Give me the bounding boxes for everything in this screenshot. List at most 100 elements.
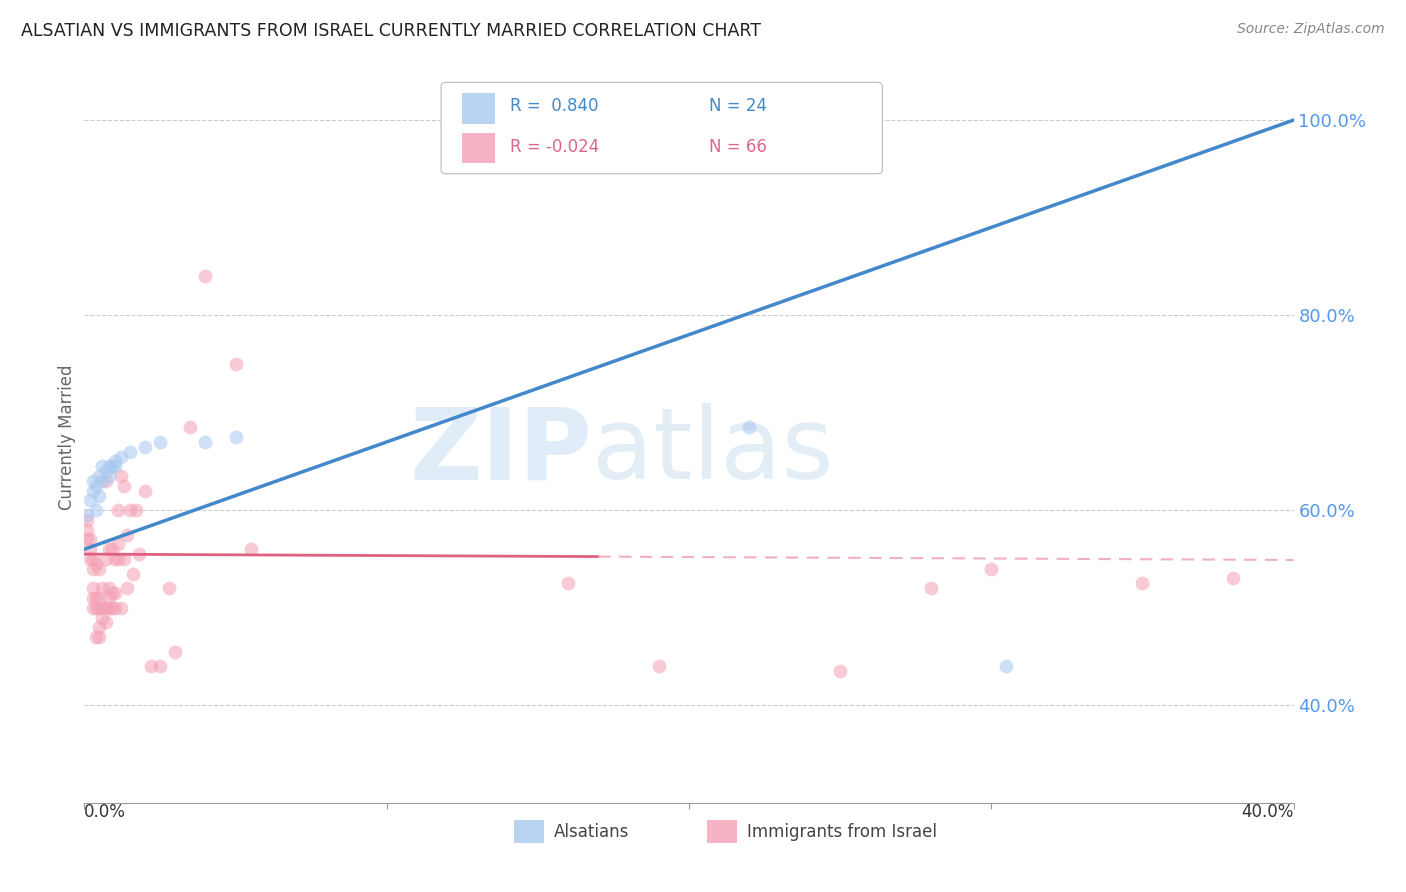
Point	[121, 566, 143, 581]
Point	[1222, 572, 1244, 586]
Point	[107, 503, 129, 517]
Point	[125, 503, 148, 517]
Point	[179, 420, 201, 434]
Text: Alsatians: Alsatians	[554, 823, 628, 841]
Point	[1130, 576, 1153, 591]
Point	[82, 552, 104, 566]
Point	[97, 591, 120, 605]
Point	[110, 450, 132, 464]
Point	[194, 434, 217, 449]
Point	[100, 459, 122, 474]
Point	[118, 503, 141, 517]
Point	[94, 474, 117, 488]
Point	[86, 503, 108, 517]
Text: 40.0%: 40.0%	[1241, 803, 1294, 821]
Point	[128, 547, 150, 561]
Point	[91, 474, 114, 488]
Point	[980, 562, 1002, 576]
Point	[100, 600, 122, 615]
Point	[86, 630, 108, 644]
Point	[107, 552, 129, 566]
Bar	[513, 820, 544, 843]
Point	[557, 576, 579, 591]
Text: ZIP: ZIP	[409, 403, 592, 500]
Text: R =  0.840: R = 0.840	[510, 97, 599, 115]
Text: R = -0.024: R = -0.024	[510, 138, 599, 156]
Point	[112, 552, 135, 566]
Point	[648, 659, 671, 673]
Point	[89, 600, 111, 615]
Point	[110, 600, 132, 615]
Point	[89, 630, 111, 644]
Point	[82, 600, 104, 615]
Point	[94, 600, 117, 615]
Point	[76, 533, 98, 547]
Point	[86, 479, 108, 493]
Point	[104, 454, 127, 468]
Point	[89, 489, 111, 503]
Point	[82, 562, 104, 576]
Point	[738, 420, 761, 434]
Point	[830, 664, 852, 678]
Bar	[707, 820, 737, 843]
Point	[94, 552, 117, 566]
Point	[110, 469, 132, 483]
Point	[100, 586, 122, 600]
Text: N = 24: N = 24	[710, 97, 768, 115]
Text: atlas: atlas	[592, 403, 834, 500]
Point	[104, 552, 127, 566]
Point	[104, 459, 127, 474]
Point	[104, 586, 127, 600]
Point	[157, 581, 180, 595]
Point	[239, 542, 262, 557]
Point	[89, 591, 111, 605]
Point	[115, 581, 138, 595]
Text: 0.0%: 0.0%	[84, 803, 127, 821]
Point	[107, 537, 129, 551]
Point	[995, 659, 1018, 673]
Point	[149, 659, 172, 673]
Point	[91, 600, 114, 615]
Text: N = 66: N = 66	[710, 138, 768, 156]
Bar	[461, 133, 495, 163]
FancyBboxPatch shape	[441, 82, 883, 174]
Point	[165, 645, 187, 659]
Point	[79, 533, 101, 547]
Point	[225, 357, 247, 371]
Text: ALSATIAN VS IMMIGRANTS FROM ISRAEL CURRENTLY MARRIED CORRELATION CHART: ALSATIAN VS IMMIGRANTS FROM ISRAEL CURRE…	[21, 22, 761, 40]
Point	[100, 542, 122, 557]
Point	[134, 440, 156, 454]
Point	[82, 581, 104, 595]
Point	[82, 483, 104, 498]
Point	[97, 469, 120, 483]
Point	[97, 581, 120, 595]
Bar	[461, 93, 495, 124]
Text: Immigrants from Israel: Immigrants from Israel	[747, 823, 936, 841]
Point	[920, 581, 942, 595]
Point	[76, 513, 98, 527]
Point	[79, 542, 101, 557]
Point	[149, 434, 172, 449]
Point	[134, 483, 156, 498]
Text: Source: ZipAtlas.com: Source: ZipAtlas.com	[1237, 22, 1385, 37]
Point	[94, 615, 117, 630]
Point	[76, 508, 98, 522]
Point	[91, 459, 114, 474]
Point	[86, 557, 108, 571]
Point	[118, 444, 141, 458]
Point	[89, 562, 111, 576]
Point	[225, 430, 247, 444]
Point	[79, 552, 101, 566]
Point	[82, 591, 104, 605]
Point	[139, 659, 162, 673]
Point	[104, 600, 127, 615]
Point	[89, 469, 111, 483]
Point	[115, 527, 138, 541]
Point	[89, 620, 111, 634]
Y-axis label: Currently Married: Currently Married	[58, 364, 76, 510]
Point	[76, 523, 98, 537]
Point	[91, 581, 114, 595]
Point	[91, 610, 114, 624]
Point	[94, 464, 117, 478]
Point	[79, 493, 101, 508]
